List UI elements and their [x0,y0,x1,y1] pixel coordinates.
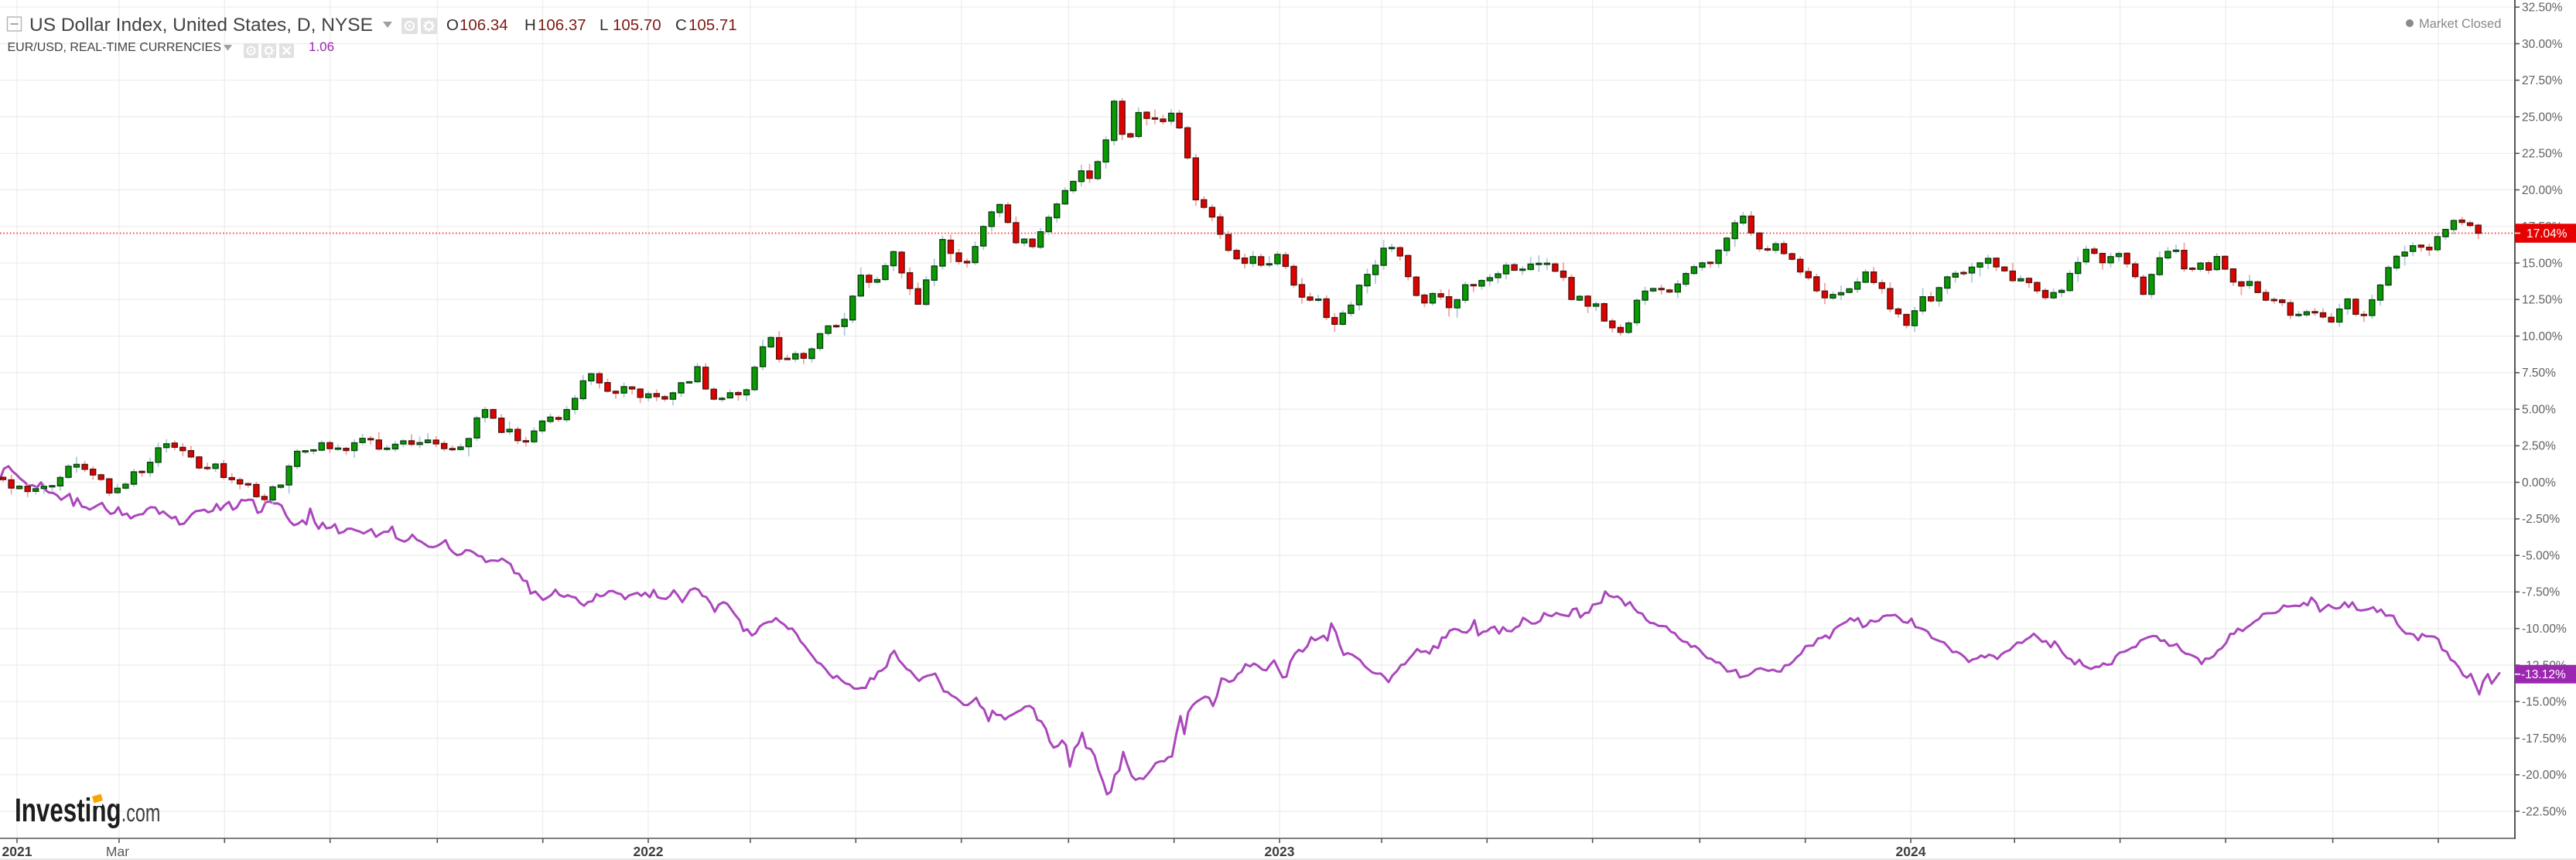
svg-text:-20.00%: -20.00% [2522,769,2567,782]
svg-text:-7.50%: -7.50% [2522,586,2560,599]
svg-text:32.50%: 32.50% [2522,2,2563,15]
svg-text:25.00%: 25.00% [2522,111,2563,124]
svg-text:105.71: 105.71 [688,16,737,34]
svg-text:2022: 2022 [634,844,664,859]
svg-text:12.50%: 12.50% [2522,294,2563,307]
svg-text:C: C [675,16,687,34]
svg-text:H: H [524,16,536,34]
svg-text:-13.12%: -13.12% [2521,668,2566,681]
svg-text:106.34: 106.34 [460,16,508,34]
svg-text:27.50%: 27.50% [2522,74,2563,87]
svg-text:2024: 2024 [1896,844,1926,859]
svg-text:Market Closed: Market Closed [2419,17,2501,31]
svg-text:-2.50%: -2.50% [2522,513,2560,526]
svg-text:2021: 2021 [2,844,32,859]
svg-text:1.06: 1.06 [309,39,334,54]
svg-text:2023: 2023 [1265,844,1295,859]
svg-text:0.00%: 0.00% [2522,476,2556,490]
svg-text:105.70: 105.70 [613,16,661,34]
svg-text:15.00%: 15.00% [2522,257,2563,270]
svg-text:O: O [446,16,459,34]
svg-text:10.00%: 10.00% [2522,330,2563,343]
svg-text:5.00%: 5.00% [2522,403,2556,416]
svg-text:EUR/USD, REAL-TIME CURRENCIES: EUR/USD, REAL-TIME CURRENCIES [8,41,221,54]
svg-text:-15.00%: -15.00% [2522,696,2567,709]
svg-text:L: L [600,16,608,34]
svg-text:Mar: Mar [106,844,129,859]
svg-text:-10.00%: -10.00% [2522,623,2567,636]
svg-text:-22.50%: -22.50% [2522,805,2567,818]
svg-text:7.50%: 7.50% [2522,367,2556,380]
svg-text:US Dollar Index, United States: US Dollar Index, United States, D, NYSE [29,15,373,36]
svg-text:20.00%: 20.00% [2522,184,2563,197]
svg-text:-5.00%: -5.00% [2522,550,2560,563]
svg-text:17.04%: 17.04% [2526,227,2567,241]
svg-text:106.37: 106.37 [538,16,586,34]
svg-text:-17.50%: -17.50% [2522,732,2567,746]
svg-text:30.00%: 30.00% [2522,38,2563,51]
svg-text:22.50%: 22.50% [2522,148,2563,161]
svg-text:2.50%: 2.50% [2522,440,2556,453]
